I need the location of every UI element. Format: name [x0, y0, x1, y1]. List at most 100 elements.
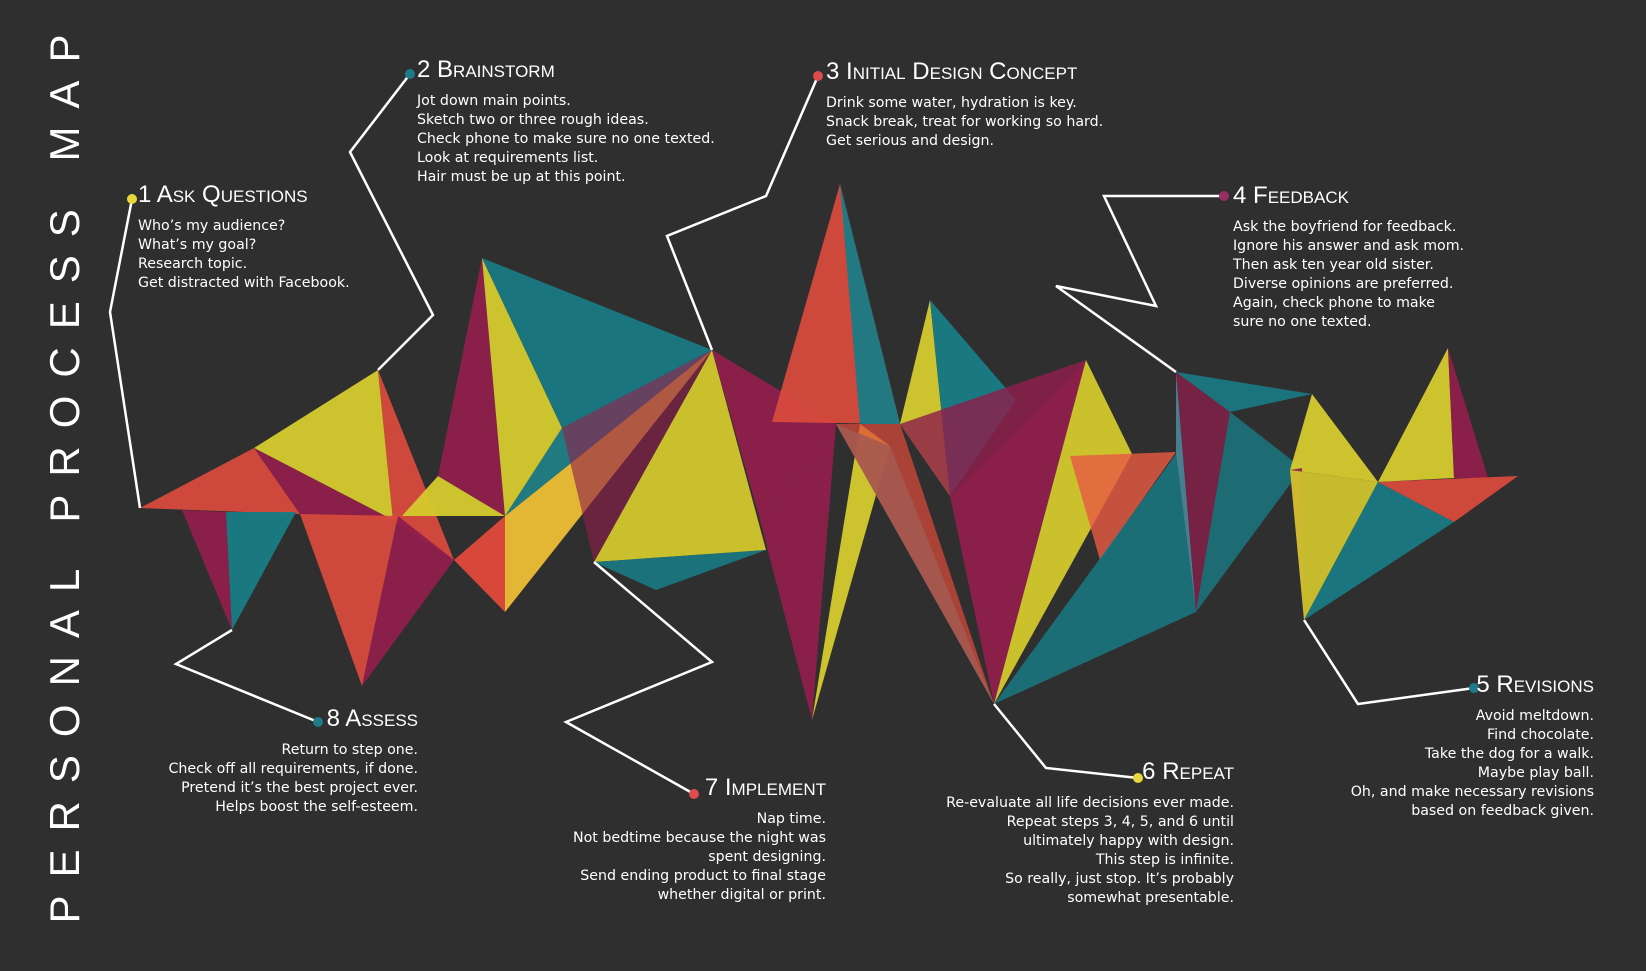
- page-title: PERSONAL PROCESS MAP: [41, 16, 88, 924]
- step-4-number: 4: [1233, 182, 1247, 209]
- step-3-line-3: Get serious and design.: [826, 133, 995, 149]
- step-3-initial-design-concept: 3 Initial Design Concept Drink some wate…: [826, 60, 1103, 151]
- step-2-title: 2 Brainstorm: [417, 58, 715, 82]
- polygon-mountains: [140, 184, 1518, 720]
- step-2-description: Jot down main points. Sketch two or thre…: [417, 92, 715, 187]
- step-5-description: Avoid meltdown. Find chocolate. Take the…: [1351, 707, 1594, 821]
- step-2-label: Brainstorm: [437, 56, 555, 83]
- step-7-line-2: Not bedtime because the night was: [572, 830, 826, 846]
- step-8-line-3: Pretend it’s the best project ever.: [181, 780, 418, 796]
- connector-line-8: [173, 628, 319, 724]
- step-8-description: Return to step one. Check off all requir…: [168, 741, 418, 817]
- step-4-feedback: 4 Feedback Ask the boyfriend for feedbac…: [1233, 184, 1464, 332]
- step-8-assess: 8 Assess Return to step one. Check off a…: [168, 707, 418, 817]
- step-1-description: Who’s my audience? What’s my goal? Resea…: [138, 217, 350, 293]
- step-1-line-4: Get distracted with Facebook.: [138, 275, 350, 291]
- step-1-line-2: What’s my goal?: [138, 237, 257, 253]
- step-1-line-1: Who’s my audience?: [138, 218, 286, 234]
- connector-line-1: [108, 198, 142, 509]
- step-1-title: 1 Ask Questions: [138, 183, 350, 207]
- step-5-title: 5 Revisions: [1351, 673, 1594, 697]
- step-2-dot: [405, 69, 415, 79]
- step-3-description: Drink some water, hydration is key. Snac…: [826, 94, 1103, 151]
- step-7-implement: 7 Implement Nap time. Not bedtime becaus…: [573, 776, 826, 905]
- step-8-title: 8 Assess: [168, 707, 418, 731]
- step-4-description: Ask the boyfriend for feedback. Ignore h…: [1233, 218, 1464, 332]
- step-1-label: Ask Questions: [156, 181, 308, 208]
- step-8-number: 8: [326, 705, 340, 732]
- step-3-label: Initial Design Concept: [846, 58, 1078, 85]
- step-5-line-6: based on feedback given.: [1411, 803, 1594, 819]
- step-7-label: Implement: [724, 774, 826, 801]
- connector-line-7: [563, 561, 715, 796]
- step-4-label: Feedback: [1253, 182, 1349, 209]
- step-4-line-5: Again, check phone to make: [1233, 295, 1436, 311]
- step-1-dot: [127, 194, 137, 204]
- step-2-line-3: Check phone to make sure no one texted.: [417, 131, 715, 147]
- step-2-line-4: Look at requirements list.: [417, 150, 599, 166]
- step-7-line-3: spent designing.: [708, 849, 826, 865]
- step-5-line-1: Avoid meltdown.: [1475, 708, 1594, 724]
- step-1-line-3: Research topic.: [138, 256, 248, 272]
- step-8-line-1: Return to step one.: [281, 742, 418, 758]
- step-7-description: Nap time. Not bedtime because the night …: [573, 810, 826, 905]
- step-6-number: 6: [1142, 758, 1156, 785]
- step-4-dot: [1219, 191, 1229, 201]
- step-6-line-3: ultimately happy with design.: [1023, 833, 1234, 849]
- step-7-line-4: Send ending product to final stage: [580, 868, 826, 884]
- step-4-line-2: Ignore his answer and ask mom.: [1233, 238, 1465, 254]
- step-5-number: 5: [1476, 671, 1490, 698]
- step-5-label: Revisions: [1496, 671, 1594, 698]
- step-7-line-1: Nap time.: [756, 811, 826, 827]
- step-4-line-1: Ask the boyfriend for feedback.: [1233, 219, 1457, 235]
- step-2-line-2: Sketch two or three rough ideas.: [417, 112, 649, 128]
- step-6-repeat: 6 Repeat Re-evaluate all life decisions …: [946, 760, 1234, 908]
- step-8-dot: [313, 717, 323, 727]
- step-7-title: 7 Implement: [573, 776, 826, 800]
- step-6-dot: [1133, 773, 1143, 783]
- step-3-line-2: Snack break, treat for working so hard.: [826, 114, 1104, 130]
- step-1-ask-questions: 1 Ask Questions Who’s my audience? What’…: [138, 183, 350, 293]
- connector-lines: [108, 73, 1475, 796]
- step-8-label: Assess: [345, 705, 418, 732]
- connector-line-4: [1055, 194, 1224, 374]
- step-4-line-3: Then ask ten year old sister.: [1233, 257, 1434, 273]
- step-8-line-4: Helps boost the self-esteem.: [215, 799, 418, 815]
- step-6-line-6: somewhat presentable.: [1067, 890, 1234, 906]
- step-5-line-3: Take the dog for a walk.: [1424, 746, 1594, 762]
- step-6-line-1: Re-evaluate all life decisions ever made…: [946, 795, 1234, 811]
- step-2-line-1: Jot down main points.: [417, 93, 571, 109]
- step-5-line-4: Maybe play ball.: [1477, 765, 1594, 781]
- step-8-line-2: Check off all requirements, if done.: [168, 761, 418, 777]
- step-5-revisions: 5 Revisions Avoid meltdown. Find chocola…: [1351, 673, 1594, 821]
- step-4-line-6: sure no one texted.: [1233, 314, 1372, 330]
- step-4-line-4: Diverse opinions are preferred.: [1233, 276, 1454, 292]
- step-5-line-2: Find chocolate.: [1487, 727, 1594, 743]
- step-2-brainstorm: 2 Brainstorm Jot down main points. Sketc…: [417, 58, 715, 187]
- connector-dots: [127, 69, 1479, 799]
- step-2-line-5: Hair must be up at this point.: [417, 169, 626, 185]
- step-1-number: 1: [138, 181, 152, 208]
- connector-line-3: [665, 75, 820, 351]
- connector-line-2: [348, 73, 435, 371]
- step-3-line-1: Drink some water, hydration is key.: [826, 95, 1077, 111]
- step-7-dot: [689, 789, 699, 799]
- step-3-dot: [813, 71, 823, 81]
- step-2-number: 2: [417, 56, 431, 83]
- connector-line-6: [993, 703, 1139, 780]
- step-6-title: 6 Repeat: [946, 760, 1234, 784]
- connector-line-5: [1302, 619, 1475, 706]
- step-3-title: 3 Initial Design Concept: [826, 60, 1103, 84]
- step-4-title: 4 Feedback: [1233, 184, 1464, 208]
- step-6-description: Re-evaluate all life decisions ever made…: [946, 794, 1234, 908]
- step-5-line-5: Oh, and make necessary revisions: [1350, 784, 1594, 800]
- step-6-line-5: So really, just stop. It’s probably: [1005, 871, 1234, 887]
- step-6-label: Repeat: [1162, 758, 1234, 785]
- step-7-line-5: whether digital or print.: [657, 887, 826, 903]
- step-6-line-4: This step is infinite.: [1095, 852, 1234, 868]
- step-3-number: 3: [826, 58, 840, 85]
- step-5-dot: [1469, 683, 1479, 693]
- step-6-line-2: Repeat steps 3, 4, 5, and 6 until: [1006, 814, 1234, 830]
